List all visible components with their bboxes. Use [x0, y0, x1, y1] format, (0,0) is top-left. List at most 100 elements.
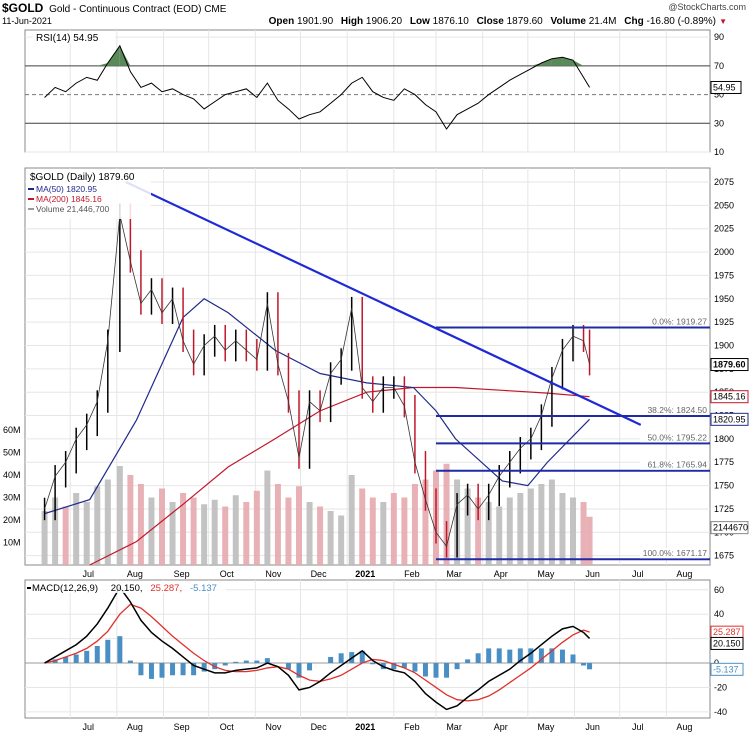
- macd-histogram-bar: [73, 654, 79, 664]
- macd-panel: [24, 579, 711, 719]
- price-x-tick-label: Jun: [585, 569, 600, 579]
- volume-bar: [506, 497, 513, 565]
- macd-histogram-bar: [444, 663, 450, 678]
- macd-line: [44, 585, 591, 711]
- volume-bar: [180, 493, 187, 565]
- macd-histogram-bar: [138, 663, 144, 676]
- volume-bar: [222, 506, 229, 565]
- volume-bar: [359, 488, 366, 565]
- volume-bar: [306, 502, 313, 565]
- close-label: Close: [476, 16, 504, 27]
- volume-bar: [390, 493, 397, 565]
- volume-bar: [475, 497, 482, 565]
- price-y-tick-label: 1925: [714, 317, 734, 327]
- macd-histogram-bar: [391, 663, 397, 670]
- chg-label: Chg: [624, 16, 644, 27]
- macd-label-part: 20.150,: [111, 583, 143, 594]
- macd-histogram-bar: [148, 663, 154, 679]
- macd-histogram-bar: [170, 663, 176, 676]
- macd-x-tick-label: 2021: [355, 722, 375, 732]
- macd-histogram-bar: [401, 663, 407, 668]
- fib-level-label: 0.0%: 1919.27: [652, 316, 707, 326]
- rsi-value-label: 54.95: [713, 82, 736, 92]
- macd-histogram-bar: [105, 639, 111, 664]
- macd-histogram-bar: [496, 648, 502, 664]
- downtrend-line: [125, 181, 642, 426]
- macd-x-tick-label: Oct: [220, 722, 235, 732]
- ma50-line: [44, 298, 590, 515]
- volume-bar: [296, 486, 302, 565]
- low-label: Low: [409, 16, 430, 27]
- symbol: $GOLD: [2, 1, 44, 15]
- price-y-tick-label: 2000: [714, 247, 734, 257]
- volume-bar: [580, 502, 587, 565]
- volume-bar: [317, 506, 324, 565]
- macd-histogram-bar: [422, 663, 428, 677]
- volume-bar: [127, 475, 134, 565]
- volume-y-tick-label: 60M: [3, 425, 21, 435]
- rsi-y-tick-label: 70: [714, 61, 724, 71]
- ma200-line: [89, 386, 590, 566]
- rsi-overbought-fill: [551, 57, 563, 66]
- price-y-tick-label: 1950: [714, 294, 734, 304]
- macd-histogram-bar: [475, 653, 481, 664]
- volume-bar: [348, 475, 355, 565]
- macd-x-tick-label: Aug: [127, 722, 143, 732]
- macd-histogram-bar: [433, 663, 439, 678]
- macd-histogram-bar: [507, 649, 513, 664]
- low-value: 1876.10: [432, 16, 469, 27]
- volume-bar: [517, 493, 524, 565]
- macd-value-tag: [710, 636, 744, 650]
- macd-histogram-bar: [180, 663, 186, 676]
- volume-bar: [41, 511, 48, 565]
- close-value: 1879.60: [506, 16, 543, 27]
- macd-label-bg: [26, 581, 226, 593]
- price-x-tick-label: Apr: [494, 569, 508, 579]
- price-x-tick-label: Oct: [220, 569, 235, 579]
- macd-y-tick-label: -20: [714, 682, 727, 692]
- chg-value: -16.80 (-0.89%): [646, 16, 716, 27]
- price-value-tag-label: 1845.16: [713, 392, 746, 402]
- volume-bar: [104, 479, 111, 565]
- macd-histogram-bar: [581, 663, 587, 666]
- macd-x-tick-label: Nov: [265, 722, 282, 732]
- volume-bar: [190, 497, 197, 565]
- rsi-line: [44, 44, 590, 130]
- volume-bar: [464, 488, 471, 565]
- instrument-name: Gold - Continuous Contract (EOD): [49, 4, 202, 15]
- macd-x-tick-label: Jul: [82, 722, 94, 732]
- price-value-tag-label: 2144670: [713, 523, 748, 533]
- macd-x-tick-label: Aug: [676, 722, 692, 732]
- macd-value-tag: [710, 662, 744, 676]
- volume-bar: [570, 497, 576, 565]
- macd-histogram-bar: [528, 648, 534, 664]
- macd-histogram-bar: [201, 663, 207, 672]
- macd-x-tick-label: Jun: [585, 722, 600, 732]
- volume-bar: [443, 463, 450, 565]
- volume-bar: [148, 497, 155, 565]
- volume-bar: [62, 506, 69, 565]
- rsi-overbought-fill: [97, 63, 108, 66]
- legend-entry: Volume 21,446,700: [36, 204, 110, 214]
- chart-header: $GOLD Gold - Continuous Contract (EOD) C…: [2, 1, 226, 15]
- macd-y-tick-label: 60: [714, 585, 724, 595]
- price-x-tick-label: Jul: [82, 569, 94, 579]
- price-value-tag: [710, 412, 749, 426]
- price-x-tick-label: Jul: [632, 569, 644, 579]
- fib-label-bg: [640, 405, 708, 416]
- price-x-tick-label: Sep: [174, 569, 190, 579]
- volume-bar: [538, 484, 545, 565]
- volume-bar: [211, 499, 218, 565]
- volume-label: Volume: [550, 16, 586, 27]
- rsi-label-box: [33, 31, 115, 43]
- price-x-tick-label: Feb: [404, 569, 420, 579]
- fib-label-bg: [640, 459, 708, 470]
- exchange: CME: [204, 4, 227, 15]
- volume-bar: [496, 506, 503, 565]
- watermark: @StockCharts.com: [668, 2, 746, 12]
- price-title: $GOLD (Daily) 1879.60: [30, 172, 135, 183]
- price-value-tag: [710, 358, 749, 372]
- price-value-tag-label: 1820.95: [713, 414, 746, 424]
- macd-histogram-bar: [412, 663, 418, 672]
- price-y-tick-label: 2050: [714, 200, 734, 210]
